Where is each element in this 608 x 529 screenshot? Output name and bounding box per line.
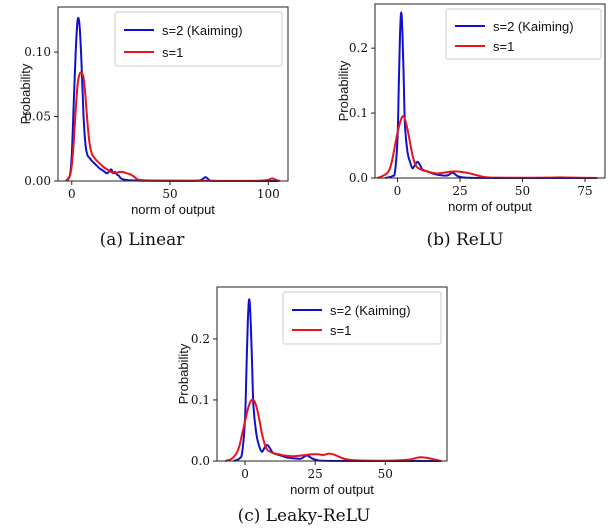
chart-a-legend: s=2 (Kaiming) s=1 [114, 11, 283, 67]
chart-a-series-kaiming-line [65, 17, 279, 183]
chart-c-curves [225, 298, 442, 463]
chart-a-ylabel: Probability [18, 63, 33, 124]
chart-b-legend-label-s1: s=1 [493, 39, 514, 54]
chart-b-caption: (b) ReLU [426, 230, 503, 250]
chart-b-series-s1-line [377, 115, 598, 179]
chart-b-ytick-label: 0.2 [349, 41, 368, 55]
chart-a-legend-label-kaiming: s=2 (Kaiming) [162, 23, 243, 38]
chart-c-ytick-label: 0.0 [191, 454, 210, 468]
chart-b-xtick-label: 75 [577, 184, 592, 198]
chart-c-frame [216, 286, 448, 462]
chart-b-ytick-label: 0.1 [349, 106, 368, 120]
chart-c-ytick-label: 0.1 [191, 393, 210, 407]
chart-panel-c: 0 25 50 0.0 0.1 0.2 Probability norm of outpu… [176, 286, 448, 526]
chart-b-ylabel: Probability [336, 60, 351, 121]
chart-c-legend-label-kaiming: s=2 (Kaiming) [330, 303, 411, 318]
chart-c-ytick-label: 0.2 [191, 332, 210, 346]
chart-panel-a: 0 50 100 0.00 0.05 0.10 Probability norm of o… [18, 6, 289, 250]
chart-b-series-kaiming-line [384, 11, 598, 180]
chart-b-legend: s=2 (Kaiming) s=1 [445, 8, 602, 60]
chart-b-ticks: 0 25 50 75 0.0 0.1 0.2 [349, 41, 593, 198]
chart-a-xlabel: norm of output [131, 202, 215, 217]
chart-a-legend-box [114, 11, 283, 67]
chart-c-caption: (c) Leaky-ReLU [238, 506, 371, 526]
chart-c-ylabel: Probability [176, 343, 191, 404]
chart-a-ticks: 0 50 100 0.00 0.05 0.10 [24, 45, 280, 201]
chart-a-xtick-label: 100 [257, 187, 280, 201]
chart-b-legend-box [445, 8, 602, 60]
chart-b-xtick-label: 0 [394, 184, 402, 198]
chart-b-frame [374, 3, 606, 179]
chart-a-caption: (a) Linear [100, 230, 186, 250]
chart-b-xlabel: norm of output [448, 199, 532, 214]
chart-a-ytick-label: 0.00 [24, 174, 51, 188]
chart-c-legend-box [282, 291, 442, 345]
chart-b-xtick-label: 50 [515, 184, 530, 198]
chart-c-ticks: 0 25 50 0.0 0.1 0.2 [191, 332, 393, 481]
chart-c-xtick-label: 50 [378, 467, 393, 481]
chart-a-ytick-label: 0.05 [24, 110, 51, 124]
chart-c-xtick-label: 0 [241, 467, 249, 481]
chart-c-xlabel: norm of output [290, 482, 374, 497]
chart-a-series-s1-line [65, 71, 281, 182]
chart-c-xtick-label: 25 [308, 467, 323, 481]
chart-c-legend-label-s1: s=1 [330, 323, 351, 338]
chart-a-frame [57, 6, 289, 182]
chart-a-ytick-label: 0.10 [24, 45, 51, 59]
chart-panel-b: 0 25 50 75 0.0 0.1 0.2 Probability norm of out… [336, 3, 606, 250]
chart-a-xtick-label: 0 [68, 187, 76, 201]
chart-a-xtick-label: 50 [162, 187, 177, 201]
chart-c-series-s1-line [225, 398, 442, 462]
chart-c-legend: s=2 (Kaiming) s=1 [282, 291, 442, 345]
chart-c-series-kaiming-line [233, 298, 442, 463]
chart-b-xtick-label: 25 [452, 184, 467, 198]
chart-b-legend-label-kaiming: s=2 (Kaiming) [493, 19, 574, 34]
chart-a-legend-label-s1: s=1 [162, 45, 183, 60]
chart-b-ytick-label: 0.0 [349, 171, 368, 185]
